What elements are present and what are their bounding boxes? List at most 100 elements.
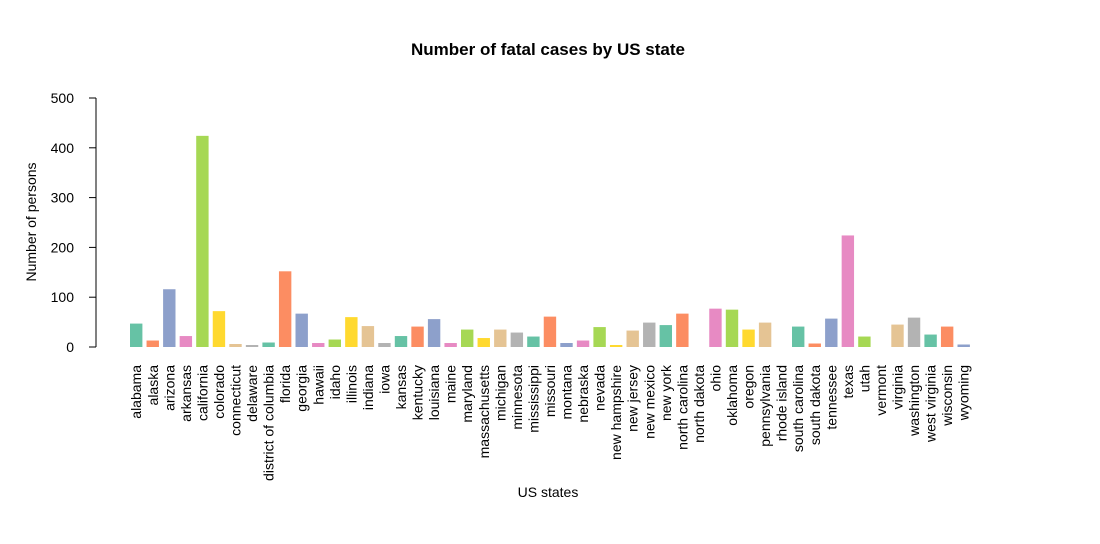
bar-missouri: [543, 316, 557, 347]
y-axis-label: Number of persons: [23, 162, 39, 281]
x-tick-label: nebraska: [575, 365, 591, 423]
bar-new-mexico: [643, 322, 656, 347]
x-tick-label: missouri: [542, 365, 558, 417]
bar-alaska: [146, 340, 159, 347]
x-tick-label: oregon: [741, 365, 757, 409]
bar-colorado: [212, 311, 226, 347]
bar-arkansas: [179, 336, 193, 347]
x-tick-label: virginia: [890, 365, 906, 410]
x-tick-label: wyoming: [956, 365, 972, 421]
bar-new-york: [659, 325, 672, 347]
bar-nevada: [593, 327, 606, 347]
x-tick-label: new york: [658, 364, 674, 421]
x-tick-label: connecticut: [228, 365, 244, 436]
x-tick-label: rhode island: [774, 365, 790, 441]
x-tick-label: idaho: [327, 365, 343, 399]
bar-ohio: [709, 308, 722, 347]
x-tick-label: louisiana: [426, 365, 442, 420]
bar-oklahoma: [725, 309, 739, 347]
bar-kansas: [394, 336, 408, 347]
y-tick-label: 0: [66, 339, 74, 355]
bar-massachusetts: [477, 338, 490, 347]
y-tick-label: 200: [51, 239, 75, 255]
x-tick-label: delaware: [244, 365, 260, 422]
bar-iowa: [378, 343, 391, 347]
bar-maine: [444, 343, 457, 347]
x-tick-label: north carolina: [674, 365, 690, 450]
bar-utah: [858, 336, 871, 347]
bar-michigan: [494, 329, 507, 347]
bar-wisconsin: [940, 326, 954, 347]
x-tick-label: west virginia: [923, 365, 939, 443]
x-tick-label: new jersey: [625, 365, 641, 432]
x-tick-label: kentucky: [410, 365, 426, 420]
x-tick-label: illinois: [343, 365, 359, 403]
bar-pennsylvania: [758, 322, 772, 347]
bar-virginia: [891, 324, 904, 347]
bar-maryland: [461, 329, 474, 347]
x-tick-label: ohio: [707, 365, 723, 392]
x-tick-label: michigan: [492, 365, 508, 421]
bar-louisiana: [427, 319, 441, 347]
bar-west-virginia: [924, 334, 937, 347]
bar-new-hampshire: [609, 345, 623, 347]
x-tick-label: colorado: [211, 365, 227, 419]
bar-district-of-columbia: [262, 342, 275, 347]
bar-connecticut: [229, 344, 242, 347]
x-tick-label: south carolina: [790, 365, 806, 452]
x-tick-label: minnesota: [509, 365, 525, 430]
x-tick-label: maine: [443, 365, 459, 403]
bar-new-jersey: [626, 330, 639, 347]
y-tick-label: 500: [51, 90, 75, 106]
x-tick-label: nevada: [592, 365, 608, 411]
bar-south-dakota: [808, 343, 821, 347]
x-tick-label: pennsylvania: [757, 365, 773, 447]
bar-hawaii: [312, 343, 325, 347]
x-tick-label: montana: [559, 365, 575, 420]
bar-florida: [278, 271, 292, 347]
x-tick-label: mississippi: [525, 365, 541, 433]
x-tick-label: utah: [856, 365, 872, 392]
x-tick-label: california: [194, 365, 210, 421]
x-tick-label: arkansas: [178, 365, 194, 422]
bar-kentucky: [411, 326, 424, 347]
x-tick-label: alabama: [128, 365, 144, 419]
x-tick-label: florida: [277, 365, 293, 403]
bar-montana: [560, 343, 573, 347]
x-tick-label: indiana: [360, 365, 376, 410]
x-tick-label: oklahoma: [724, 365, 740, 426]
bar-arizona: [163, 289, 176, 347]
y-tick-label: 400: [51, 140, 75, 156]
bar-nebraska: [576, 340, 590, 347]
x-tick-label: wisconsin: [939, 365, 955, 427]
bar-south-carolina: [792, 326, 805, 347]
bar-mississippi: [527, 336, 540, 347]
x-tick-label: tennessee: [823, 365, 839, 430]
x-tick-labels: alabama alaska arizona arkansas california co…: [128, 364, 972, 481]
bar-illinois: [345, 317, 358, 347]
x-tick-label: south dakota: [807, 365, 823, 445]
bar-tennessee: [825, 318, 838, 347]
x-tick-label: massachusetts: [476, 365, 492, 458]
x-tick-label: washington: [906, 365, 922, 437]
bar-north-carolina: [676, 313, 689, 347]
x-tick-label: new hampshire: [608, 365, 624, 460]
bar-idaho: [328, 339, 341, 347]
bar-georgia: [295, 313, 308, 347]
bar-alabama: [130, 323, 143, 347]
x-tick-label: iowa: [376, 365, 392, 394]
x-tick-label: maryland: [459, 365, 475, 423]
y-tick-label: 300: [51, 190, 75, 206]
y-axis: 0 100 200 300 400 500: [51, 90, 97, 355]
x-tick-label: north dakota: [691, 365, 707, 443]
bar-wyoming: [957, 344, 970, 347]
bar-oregon: [742, 329, 755, 347]
x-tick-label: texas: [840, 365, 856, 398]
bar-minnesota: [510, 332, 524, 347]
bar-indiana: [361, 326, 375, 347]
x-tick-label: arizona: [161, 365, 177, 411]
x-tick-label: kansas: [393, 365, 409, 409]
x-tick-label: district of columbia: [261, 365, 277, 481]
